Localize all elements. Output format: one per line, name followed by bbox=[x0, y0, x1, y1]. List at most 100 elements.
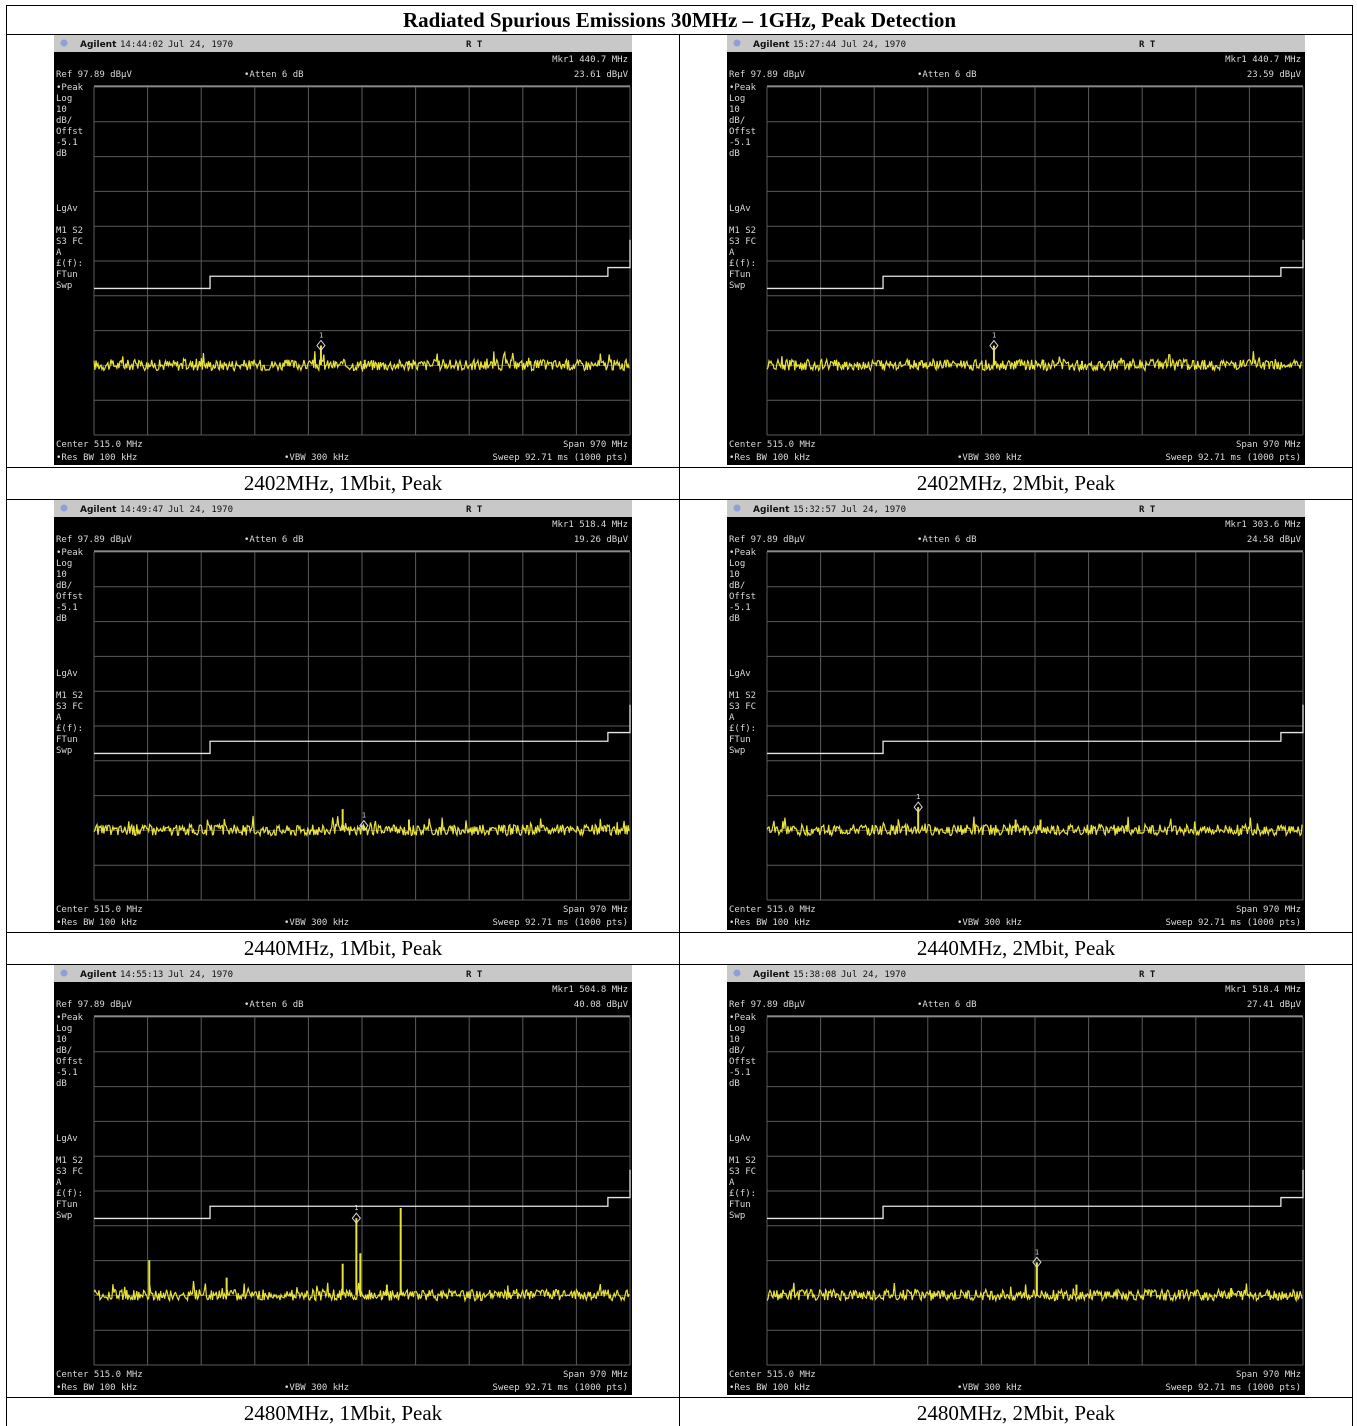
reference-level: Ref 97.89 dBµV bbox=[56, 70, 132, 80]
marker-level: 23.61 dBµV bbox=[574, 70, 629, 80]
plot-cell: Agilent 15:38:08 Jul 24, 1970 R T Mkr1 518.4… bbox=[678, 964, 1354, 1398]
side-label: dB/ bbox=[56, 116, 72, 126]
rt-status: R T bbox=[1139, 970, 1156, 980]
date-label: Jul 24, 1970 bbox=[841, 505, 906, 515]
side-label: dB bbox=[56, 149, 67, 159]
side-label: •Peak bbox=[56, 83, 84, 93]
side-label: 10 bbox=[56, 1035, 67, 1045]
marker-diamond-icon bbox=[913, 801, 923, 813]
attenuation: •Atten 6 dB bbox=[917, 1000, 977, 1010]
top-strip bbox=[0, 0, 1357, 5]
side-label: LgAv bbox=[729, 1134, 751, 1144]
side-label: M1 S2 bbox=[56, 226, 83, 236]
limit-line bbox=[94, 239, 631, 290]
resolution-bandwidth: •Res BW 100 kHz bbox=[729, 918, 810, 928]
resolution-bandwidth: •Res BW 100 kHz bbox=[56, 1383, 137, 1393]
side-label: FTun bbox=[56, 1200, 78, 1210]
limit-line bbox=[94, 1169, 631, 1220]
spectrum-plot: Agilent 15:32:57 Jul 24, 1970 R T Mkr1 303.6… bbox=[727, 500, 1305, 930]
side-label: •Peak bbox=[56, 1013, 84, 1023]
timestamp: 15:38:08 bbox=[793, 970, 836, 980]
rt-status: R T bbox=[466, 505, 483, 515]
marker-frequency: Mkr1 440.7 MHz bbox=[552, 55, 628, 65]
marker-number: 1 bbox=[916, 793, 920, 801]
limit-line bbox=[767, 239, 1304, 290]
video-bandwidth: •VBW 300 kHz bbox=[957, 1383, 1022, 1393]
side-label: 10 bbox=[729, 105, 740, 115]
marker-number: 1 bbox=[362, 812, 366, 820]
rt-status: R T bbox=[1139, 505, 1156, 515]
marker-frequency: Mkr1 518.4 MHz bbox=[1225, 985, 1301, 995]
timestamp: 14:49:47 bbox=[120, 505, 163, 515]
side-label: A bbox=[729, 248, 735, 258]
side-label: -5.1 bbox=[729, 138, 751, 148]
span-frequency: Span 970 MHz bbox=[1236, 1370, 1301, 1380]
center-frequency: Center 515.0 MHz bbox=[729, 440, 816, 450]
side-label: LgAv bbox=[56, 1134, 78, 1144]
side-label: Swp bbox=[56, 746, 72, 756]
center-frequency: Center 515.0 MHz bbox=[56, 905, 143, 915]
table-title: Radiated Spurious Emissions 30MHz – 1GHz… bbox=[5, 5, 1354, 35]
marker-level: 23.59 dBµV bbox=[1247, 70, 1302, 80]
sweep-time: Sweep 92.71 ms (1000 pts) bbox=[493, 918, 628, 928]
side-label: 10 bbox=[729, 1035, 740, 1045]
side-label: £(f): bbox=[729, 724, 756, 734]
brand-label: Agilent bbox=[80, 970, 117, 980]
marker-number: 1 bbox=[319, 331, 323, 339]
side-label: FTun bbox=[729, 735, 751, 745]
results-table: Radiated Spurious Emissions 30MHz – 1GHz… bbox=[5, 5, 1354, 1426]
noise-trace bbox=[766, 351, 1303, 373]
side-label: -5.1 bbox=[56, 603, 78, 613]
side-label: Log bbox=[56, 94, 72, 104]
timestamp: 15:27:44 bbox=[793, 40, 836, 50]
noise-trace bbox=[93, 350, 630, 373]
reference-level: Ref 97.89 dBµV bbox=[729, 70, 805, 80]
center-frequency: Center 515.0 MHz bbox=[729, 905, 816, 915]
timestamp: 14:44:02 bbox=[120, 40, 163, 50]
analyzer-header-bar bbox=[54, 500, 632, 517]
brand-label: Agilent bbox=[753, 505, 790, 515]
span-frequency: Span 970 MHz bbox=[563, 1370, 628, 1380]
reference-level: Ref 97.89 dBµV bbox=[56, 535, 132, 545]
side-label: Swp bbox=[729, 746, 745, 756]
date-label: Jul 24, 1970 bbox=[841, 970, 906, 980]
analyzer-screen bbox=[54, 965, 632, 1395]
sweep-time: Sweep 92.71 ms (1000 pts) bbox=[493, 1383, 628, 1393]
plot-caption: 2402MHz, 1Mbit, Peak bbox=[6, 467, 680, 500]
graticule bbox=[93, 1016, 631, 1366]
agilent-logo-icon bbox=[60, 504, 68, 512]
side-label: Swp bbox=[729, 281, 745, 291]
video-bandwidth: •VBW 300 kHz bbox=[957, 918, 1022, 928]
side-label: dB bbox=[56, 614, 67, 624]
side-label: M1 S2 bbox=[56, 1156, 83, 1166]
side-label: S3 FC bbox=[56, 702, 83, 712]
rt-status: R T bbox=[1139, 40, 1156, 50]
side-label: M1 S2 bbox=[729, 226, 756, 236]
graticule bbox=[766, 1016, 1304, 1366]
attenuation: •Atten 6 dB bbox=[917, 70, 977, 80]
date-label: Jul 24, 1970 bbox=[168, 505, 233, 515]
side-label: dB bbox=[729, 1079, 740, 1089]
side-label: 10 bbox=[729, 570, 740, 580]
analyzer-screen bbox=[727, 500, 1305, 930]
marker-diamond-icon bbox=[989, 339, 999, 352]
brand-label: Agilent bbox=[80, 40, 117, 50]
side-label: Log bbox=[729, 559, 745, 569]
marker-level: 27.41 dBµV bbox=[1247, 1000, 1302, 1010]
side-label: A bbox=[56, 713, 62, 723]
marker-diamond-icon bbox=[351, 1212, 362, 1224]
side-label: 10 bbox=[56, 105, 67, 115]
side-label: -5.1 bbox=[56, 1068, 78, 1078]
marker-level: 40.08 dBµV bbox=[574, 1000, 629, 1010]
side-label: •Peak bbox=[729, 83, 757, 93]
agilent-logo-icon bbox=[60, 39, 68, 47]
side-label: dB bbox=[729, 149, 740, 159]
reference-level: Ref 97.89 dBµV bbox=[729, 535, 805, 545]
side-label: S3 FC bbox=[56, 237, 83, 247]
side-label: A bbox=[729, 1178, 735, 1188]
graticule bbox=[93, 86, 631, 436]
video-bandwidth: •VBW 300 kHz bbox=[284, 1383, 349, 1393]
spectrum-plot: Agilent 14:44:02 Jul 24, 1970 R T Mkr1 440.7… bbox=[54, 35, 632, 465]
marker-diamond-icon bbox=[316, 339, 326, 352]
side-label: LgAv bbox=[729, 204, 751, 214]
